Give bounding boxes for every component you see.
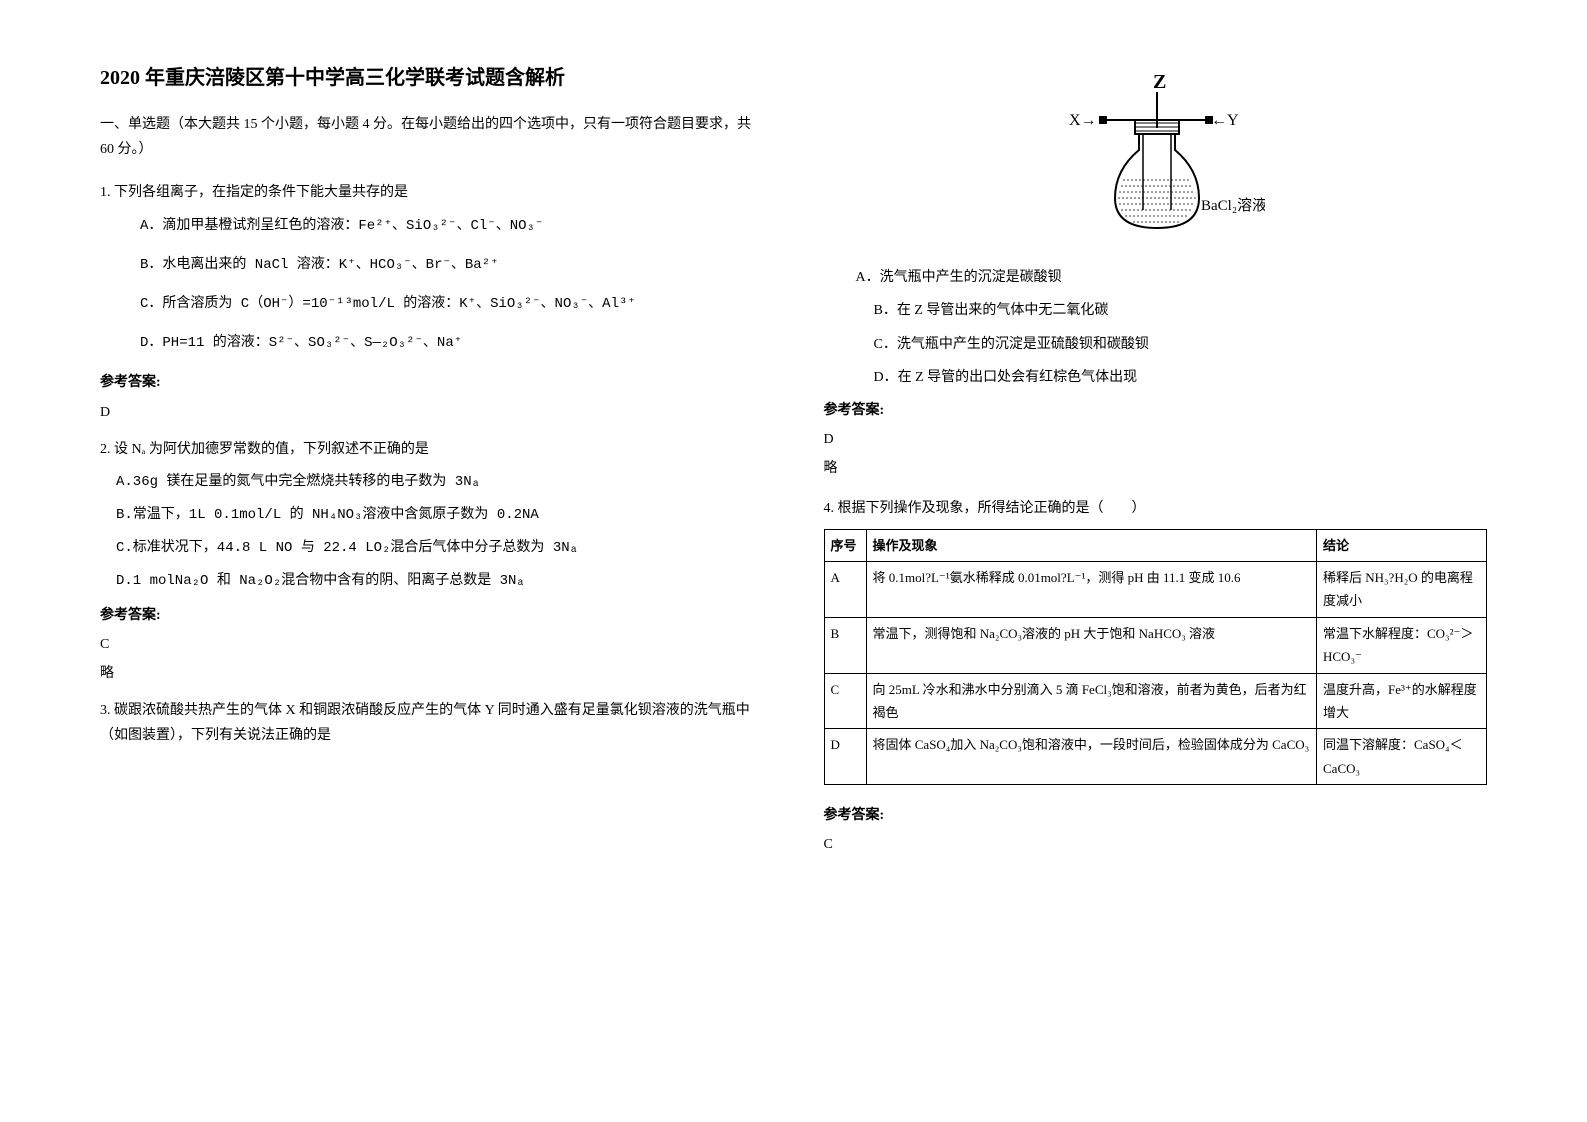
q1-answer: D — [100, 400, 764, 425]
q3-answer: D — [824, 427, 1488, 452]
q1-opt-a: A．滴加甲基橙试剂呈红色的溶液：Fe²⁺、SiO₃²⁻、Cl⁻、NO₃⁻ — [140, 214, 764, 239]
q2-stem: 2. 设 Nₐ 为阿伏加德罗常数的值，下列叙述不正确的是 — [100, 437, 764, 462]
diagram-x-label: X→ — [1069, 112, 1097, 129]
q3-note: 略 — [824, 456, 1488, 481]
q4-stem: 4. 根据下列操作及现象，所得结论正确的是（ ） — [824, 496, 1488, 521]
q4-answer: C — [824, 832, 1488, 857]
q3-opt-c: C．洗气瓶中产生的沉淀是亚硫酸钡和碳酸钡 — [856, 332, 1488, 357]
diagram-y-label: ←Y — [1211, 112, 1239, 129]
cell: C — [824, 673, 866, 729]
table-row: B 常温下，测得饱和 Na₂CO₃溶液的 pH 大于饱和 NaHCO₃ 溶液 常… — [824, 617, 1487, 673]
title: 2020 年重庆涪陵区第十中学高三化学联考试题含解析 — [100, 60, 764, 96]
q2-answer: C — [100, 632, 764, 657]
q3-opt-a: A．洗气瓶中产生的沉淀是碳酸钡 — [856, 265, 1488, 290]
q2-note: 略 — [100, 661, 764, 686]
q4-table: 序号 操作及现象 结论 A 将 0.1mol?L⁻¹氨水稀释成 0.01mol?… — [824, 529, 1488, 786]
question-2: 2. 设 Nₐ 为阿伏加德罗常数的值，下列叙述不正确的是 A.36g 镁在足量的… — [100, 437, 764, 687]
diagram-bottle-label: BaCl₂溶液 — [1201, 197, 1265, 214]
q1-opt-b: B．水电离出来的 NaCl 溶液：K⁺、HCO₃⁻、Br⁻、Ba²⁺ — [140, 253, 764, 278]
table-row: D 将固体 CaSO₄加入 Na₂CO₃饱和溶液中，一段时间后，检验固体成分为 … — [824, 729, 1487, 785]
q1-stem: 1. 下列各组离子，在指定的条件下能大量共存的是 — [100, 180, 764, 205]
cell: 稀释后 NH₃?H₂O 的电离程度减小 — [1317, 562, 1487, 618]
cell: 同温下溶解度：CaSO₄＜CaCO₃ — [1317, 729, 1487, 785]
right-column: Z X→ ←Y — [824, 60, 1488, 1062]
q1-options: A．滴加甲基橙试剂呈红色的溶液：Fe²⁺、SiO₃²⁻、Cl⁻、NO₃⁻ B．水… — [100, 214, 764, 357]
q2-opt-b: B.常温下，1L 0.1mol/L 的 NH₄NO₃溶液中含氮原子数为 0.2N… — [116, 503, 764, 528]
q3-options: A．洗气瓶中产生的沉淀是碳酸钡 B．在 Z 导管出来的气体中无二氧化碳 C．洗气… — [824, 265, 1488, 390]
q3-opt-d: D．在 Z 导管的出口处会有红棕色气体出现 — [856, 365, 1488, 390]
th-seq: 序号 — [824, 529, 866, 561]
q1-opt-c: C．所含溶质为 C（OH⁻）=10⁻¹³mol/L 的溶液：K⁺、SiO₃²⁻、… — [140, 292, 764, 317]
q1-answer-label: 参考答案: — [100, 370, 764, 395]
cell: 常温下，测得饱和 Na₂CO₃溶液的 pH 大于饱和 NaHCO₃ 溶液 — [866, 617, 1317, 673]
table-row: A 将 0.1mol?L⁻¹氨水稀释成 0.01mol?L⁻¹，测得 pH 由 … — [824, 562, 1487, 618]
cell: 温度升高，Fe³⁺的水解程度增大 — [1317, 673, 1487, 729]
q3-opt-b: B．在 Z 导管出来的气体中无二氧化碳 — [856, 298, 1488, 323]
th-conc: 结论 — [1317, 529, 1487, 561]
q3-diagram: Z X→ ←Y — [824, 70, 1488, 249]
cell: D — [824, 729, 866, 785]
q2-opt-d: D.1 molNa₂O 和 Na₂O₂混合物中含有的阴、阳离子总数是 3Nₐ — [116, 569, 764, 594]
q1-opt-d: D．PH=11 的溶液：S²⁻、SO₃²⁻、S—₂O₃²⁻、Na⁺ — [140, 331, 764, 356]
th-op: 操作及现象 — [866, 529, 1317, 561]
q2-opt-a: A.36g 镁在足量的氮气中完全燃烧共转移的电子数为 3Nₐ — [116, 470, 764, 495]
cell: 常温下水解程度：CO₃²⁻＞HCO₃⁻ — [1317, 617, 1487, 673]
q4-answer-label: 参考答案: — [824, 803, 1488, 828]
cell: 将 0.1mol?L⁻¹氨水稀释成 0.01mol?L⁻¹，测得 pH 由 11… — [866, 562, 1317, 618]
table-header-row: 序号 操作及现象 结论 — [824, 529, 1487, 561]
question-3-stem-block: 3. 碳跟浓硫酸共热产生的气体 X 和铜跟浓硝酸反应产生的气体 Y 同时通入盛有… — [100, 698, 764, 748]
section-intro: 一、单选题（本大题共 15 个小题，每小题 4 分。在每小题给出的四个选项中，只… — [100, 112, 764, 162]
cell: 向 25mL 冷水和沸水中分别滴入 5 滴 FeCl₃饱和溶液，前者为黄色，后者… — [866, 673, 1317, 729]
q2-opt-c: C.标准状况下，44.8 L NO 与 22.4 LO₂混合后气体中分子总数为 … — [116, 536, 764, 561]
left-column: 2020 年重庆涪陵区第十中学高三化学联考试题含解析 一、单选题（本大题共 15… — [100, 60, 764, 1062]
table-row: C 向 25mL 冷水和沸水中分别滴入 5 滴 FeCl₃饱和溶液，前者为黄色，… — [824, 673, 1487, 729]
diagram-z-label: Z — [1153, 71, 1166, 93]
q3-stem: 3. 碳跟浓硫酸共热产生的气体 X 和铜跟浓硝酸反应产生的气体 Y 同时通入盛有… — [100, 698, 764, 748]
apparatus-svg: Z X→ ←Y — [1045, 70, 1265, 240]
cell: A — [824, 562, 866, 618]
q3-answer-label: 参考答案: — [824, 398, 1488, 423]
question-1: 1. 下列各组离子，在指定的条件下能大量共存的是 A．滴加甲基橙试剂呈红色的溶液… — [100, 180, 764, 424]
q2-answer-label: 参考答案: — [100, 603, 764, 628]
q2-options: A.36g 镁在足量的氮气中完全燃烧共转移的电子数为 3Nₐ B.常温下，1L … — [100, 470, 764, 595]
cell: 将固体 CaSO₄加入 Na₂CO₃饱和溶液中，一段时间后，检验固体成分为 Ca… — [866, 729, 1317, 785]
cell: B — [824, 617, 866, 673]
